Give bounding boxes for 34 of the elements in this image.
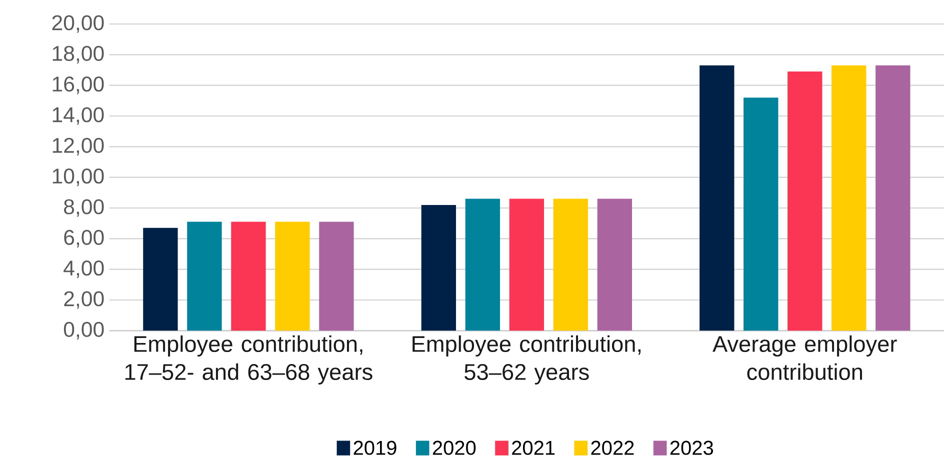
x-tick-label: Employee contribution, 53–62 years [412,335,641,385]
legend-label: 2023 [670,440,714,455]
bar [465,198,500,331]
legend-label: 2022 [591,440,634,455]
legend-label: 2021 [512,440,555,455]
x-tick-label: Average employer contribution [712,335,897,380]
bar [744,98,778,331]
y-tick-label: 0,00 [64,322,104,340]
y-tick-label: 4,00 [64,260,104,278]
bar [275,222,310,331]
bar [319,222,354,331]
legend-label: 2019 [354,440,396,455]
bar [788,72,822,331]
legend-label: 2020 [432,440,476,455]
bar [143,228,178,331]
y-tick-label: 14,00 [52,107,104,125]
bar [597,198,632,331]
y-tick-label: 18,00 [52,46,104,64]
y-tick-label: 20,00 [52,15,104,33]
bar [187,222,222,331]
bar [509,198,544,331]
bar [876,65,910,331]
bar [553,198,588,331]
bar [700,65,734,331]
y-tick-label: 16,00 [52,76,104,94]
bar [421,204,456,331]
y-tick-label: 6,00 [64,230,104,248]
y-tick-label: 8,00 [64,199,104,217]
y-tick-label: 12,00 [52,138,104,156]
x-tick-label: Employee contribution, 17–52- and 63–68 years [125,335,372,385]
bar [231,222,266,331]
y-tick-label: 10,00 [52,168,104,186]
y-tick-label: 2,00 [64,291,104,309]
bar [832,65,866,331]
